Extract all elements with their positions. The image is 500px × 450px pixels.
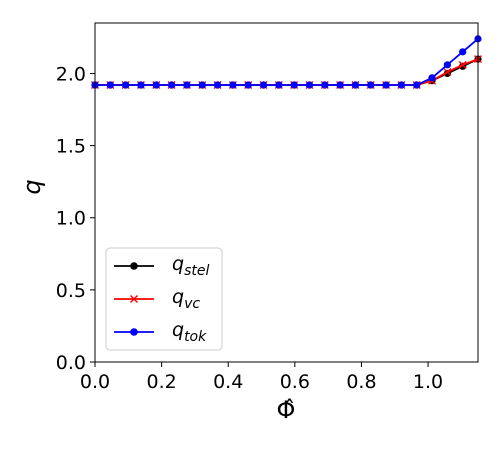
y-tick-label: 2.0 — [56, 63, 86, 85]
x-tick-label: 1.0 — [413, 371, 443, 393]
legend-entry-q_tok: qtok — [114, 319, 207, 345]
legend-marker — [130, 328, 138, 336]
series-line — [95, 58, 479, 86]
series-q_vc — [91, 55, 482, 90]
x-tick-label: 0.8 — [346, 371, 376, 393]
data-point — [321, 81, 329, 89]
legend-label: qtok — [172, 319, 207, 345]
data-point — [198, 81, 206, 89]
y-tick-label: 1.0 — [56, 208, 86, 230]
data-point — [106, 81, 114, 89]
y-tick-label: 0.5 — [56, 280, 86, 302]
series-line — [95, 38, 479, 86]
x-tick-label: 0.0 — [80, 371, 110, 393]
legend-entry-q_vc: qvc — [114, 286, 200, 312]
series-q_tok — [91, 35, 482, 89]
data-point — [351, 81, 360, 89]
data-point — [443, 68, 452, 77]
data-point — [152, 81, 160, 89]
y-axis-label: q — [18, 179, 46, 194]
legend-marker — [130, 295, 138, 303]
x-axis-label: Φ̂ — [277, 396, 296, 424]
data-point — [305, 81, 314, 89]
x-tick-label: 0.4 — [213, 371, 243, 393]
data-point — [336, 81, 344, 89]
legend-marker — [130, 262, 138, 270]
data-point — [213, 81, 222, 89]
data-point — [443, 61, 451, 69]
data-point — [290, 81, 298, 89]
y-tick-label: 0.0 — [56, 352, 86, 374]
x-axis: 0.0 0.2 0.4 0.6 0.8 1.0 — [80, 362, 443, 393]
plot-area — [91, 35, 482, 90]
legend-label: qstel — [172, 253, 209, 279]
data-point — [229, 81, 237, 89]
data-point — [367, 81, 375, 89]
legend-box — [105, 247, 223, 351]
data-point — [413, 81, 421, 89]
data-point — [428, 74, 436, 82]
data-point — [137, 81, 145, 89]
plot-frame — [94, 22, 479, 363]
legend: qstel qvc qtok — [105, 247, 223, 351]
data-point — [459, 48, 467, 56]
series-line — [95, 58, 479, 86]
y-tick-label: 1.5 — [56, 136, 86, 158]
data-point — [259, 81, 268, 89]
data-point — [183, 81, 191, 89]
legend-entry-q_stel: qstel — [114, 253, 209, 279]
data-point — [275, 81, 283, 89]
data-point — [382, 81, 390, 89]
y-axis: 0.0 0.5 1.0 1.5 2.0 — [56, 63, 95, 374]
data-point — [122, 81, 130, 89]
data-point — [458, 60, 467, 69]
legend-label: qvc — [172, 286, 200, 312]
data-point — [168, 81, 176, 89]
data-point — [244, 81, 252, 89]
x-tick-label: 0.2 — [146, 371, 176, 393]
x-tick-label: 0.6 — [280, 371, 310, 393]
data-point — [397, 81, 405, 89]
